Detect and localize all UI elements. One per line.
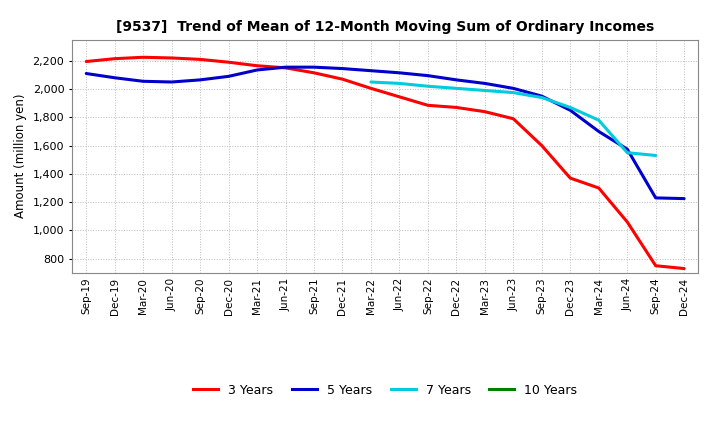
- 3 Years: [253, 63, 261, 68]
- 5 Years: [139, 79, 148, 84]
- 7 Years: [509, 90, 518, 95]
- Line: 5 Years: 5 Years: [86, 67, 684, 198]
- 5 Years: [566, 108, 575, 113]
- 7 Years: [366, 79, 375, 84]
- 3 Years: [110, 56, 119, 61]
- 5 Years: [82, 71, 91, 76]
- 3 Years: [537, 143, 546, 148]
- 7 Years: [623, 150, 631, 155]
- 3 Years: [623, 219, 631, 224]
- 5 Years: [537, 93, 546, 99]
- 3 Years: [480, 109, 489, 114]
- 7 Years: [595, 117, 603, 123]
- 5 Years: [225, 74, 233, 79]
- 3 Years: [452, 105, 461, 110]
- 3 Years: [196, 57, 204, 62]
- 3 Years: [680, 266, 688, 271]
- 7 Years: [537, 95, 546, 100]
- 3 Years: [225, 59, 233, 65]
- 3 Years: [139, 55, 148, 60]
- 5 Years: [595, 129, 603, 134]
- 5 Years: [509, 86, 518, 91]
- Legend: 3 Years, 5 Years, 7 Years, 10 Years: 3 Years, 5 Years, 7 Years, 10 Years: [188, 379, 582, 402]
- 5 Years: [423, 73, 432, 78]
- Title: [9537]  Trend of Mean of 12-Month Moving Sum of Ordinary Incomes: [9537] Trend of Mean of 12-Month Moving …: [116, 20, 654, 34]
- 3 Years: [338, 77, 347, 82]
- 3 Years: [595, 185, 603, 191]
- 3 Years: [566, 176, 575, 181]
- 5 Years: [282, 65, 290, 70]
- 5 Years: [395, 70, 404, 75]
- 3 Years: [167, 55, 176, 61]
- 5 Years: [452, 77, 461, 83]
- 5 Years: [680, 196, 688, 201]
- 3 Years: [310, 70, 318, 75]
- 3 Years: [423, 103, 432, 108]
- 5 Years: [196, 77, 204, 83]
- 3 Years: [652, 263, 660, 268]
- 3 Years: [366, 86, 375, 91]
- 7 Years: [395, 81, 404, 86]
- Y-axis label: Amount (million yen): Amount (million yen): [14, 94, 27, 218]
- 5 Years: [110, 75, 119, 81]
- 5 Years: [366, 68, 375, 73]
- 5 Years: [480, 81, 489, 86]
- 7 Years: [452, 86, 461, 91]
- 7 Years: [423, 84, 432, 89]
- 5 Years: [167, 79, 176, 84]
- Line: 7 Years: 7 Years: [371, 82, 656, 155]
- 5 Years: [253, 67, 261, 73]
- 3 Years: [82, 59, 91, 64]
- 5 Years: [310, 65, 318, 70]
- 3 Years: [282, 65, 290, 70]
- 3 Years: [509, 116, 518, 121]
- 5 Years: [338, 66, 347, 71]
- 7 Years: [480, 88, 489, 93]
- 5 Years: [652, 195, 660, 201]
- 5 Years: [623, 147, 631, 152]
- 7 Years: [652, 153, 660, 158]
- Line: 3 Years: 3 Years: [86, 57, 684, 268]
- 3 Years: [395, 94, 404, 99]
- 7 Years: [566, 105, 575, 110]
